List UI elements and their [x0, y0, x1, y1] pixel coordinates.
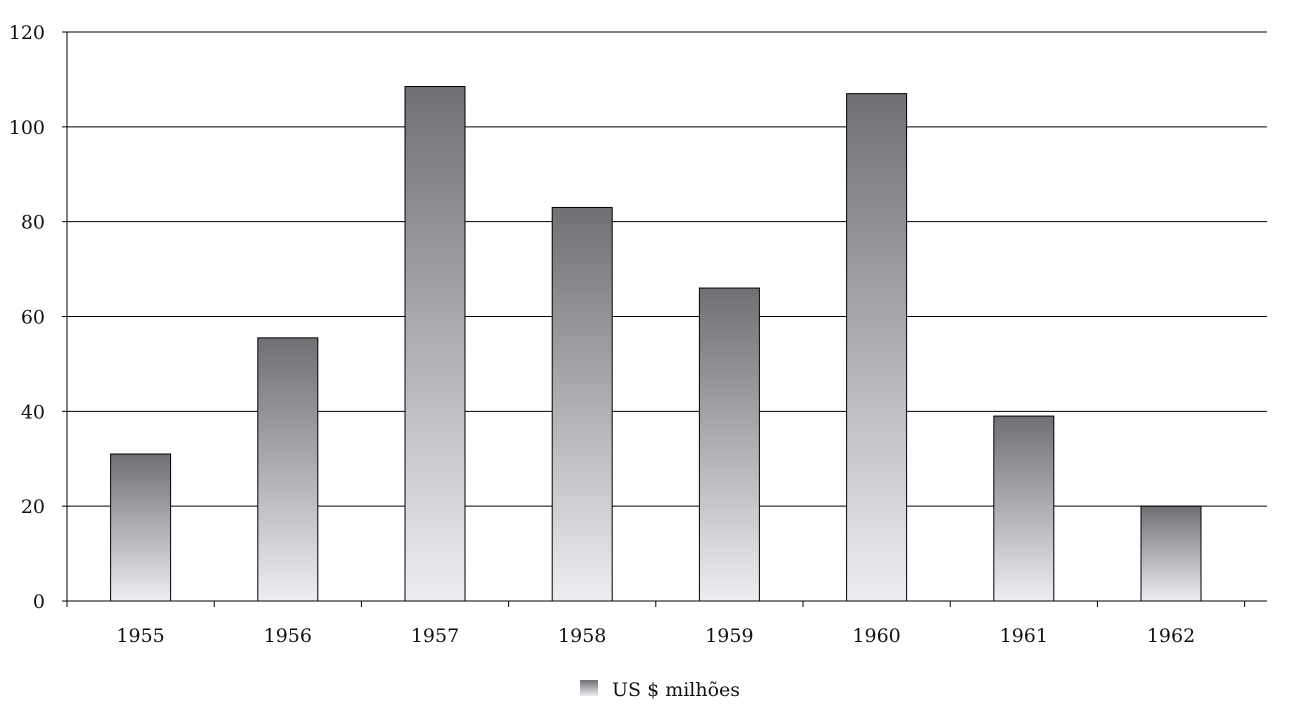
legend: US $ milhões: [580, 679, 740, 701]
x-tick-label: 1957: [411, 625, 459, 647]
bar-1959: [698, 287, 760, 602]
x-tick-label: 1962: [1147, 625, 1195, 647]
y-axis-ticks: 0 20 40 60 80 100 120: [9, 22, 67, 613]
x-tick-label: 1960: [852, 625, 900, 647]
y-tick-label: 100: [9, 117, 45, 139]
y-tick-label: 80: [21, 212, 45, 234]
x-tick-label: 1961: [1000, 625, 1048, 647]
bars: [110, 86, 1202, 602]
bar-1962: [1140, 505, 1202, 602]
bar-1956: [257, 337, 319, 602]
bar-1961: [993, 415, 1055, 602]
bar-1957: [404, 86, 466, 602]
x-tick-label: 1958: [558, 625, 606, 647]
bar-1958: [551, 206, 613, 602]
legend-swatch: [580, 680, 598, 696]
bar-1960: [846, 93, 908, 602]
y-tick-label: 60: [21, 307, 45, 329]
x-tick-label: 1956: [264, 625, 312, 647]
gridlines: [67, 31, 1267, 507]
y-tick-label: 120: [9, 22, 45, 44]
axes: [66, 32, 1267, 607]
x-tick-label: 1959: [705, 625, 753, 647]
y-tick-label: 40: [21, 401, 45, 423]
x-tick-label: 1955: [116, 625, 164, 647]
bar-1955: [110, 453, 172, 602]
y-tick-label: 0: [33, 591, 45, 613]
x-axis-ticks: 1955 1956 1957 1958 1959 1960 1961 1962: [66, 601, 1246, 647]
y-tick-label: 20: [21, 496, 45, 518]
legend-label: US $ milhões: [612, 679, 740, 701]
